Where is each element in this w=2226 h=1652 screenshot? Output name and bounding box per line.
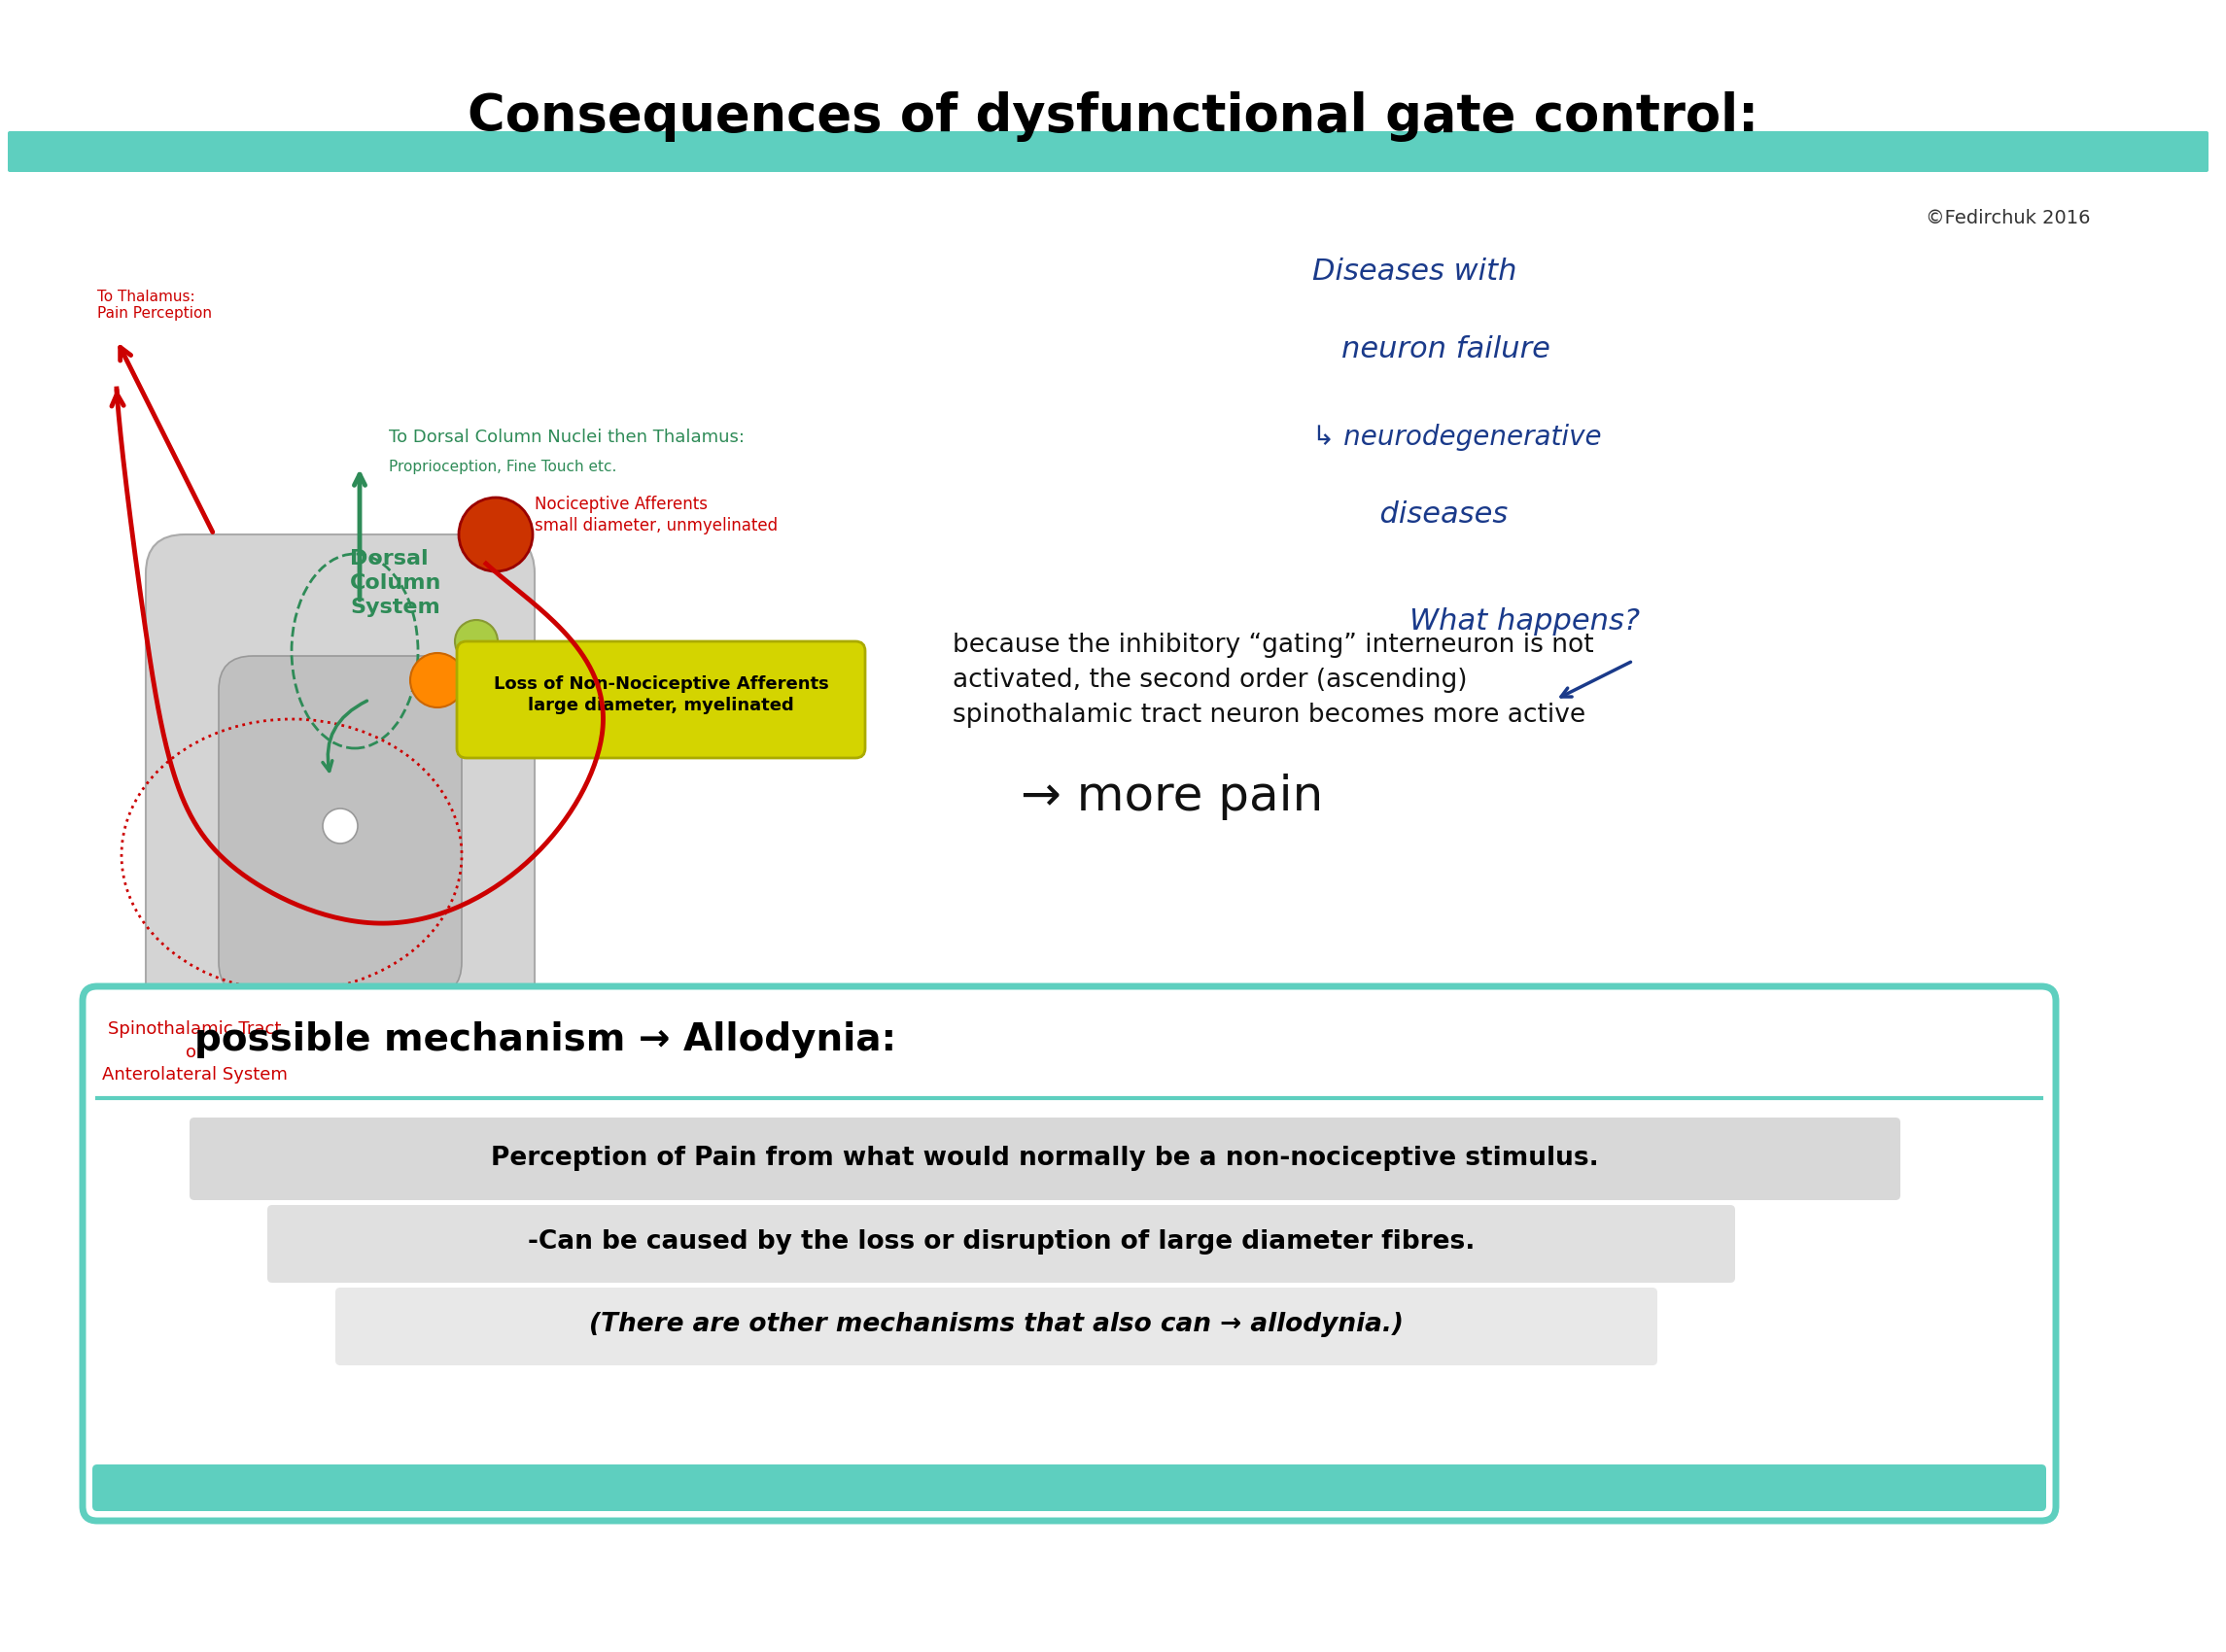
Text: Proprioception, Fine Touch etc.: Proprioception, Fine Touch etc. xyxy=(390,459,617,474)
Circle shape xyxy=(323,808,358,844)
FancyBboxPatch shape xyxy=(456,641,866,758)
FancyBboxPatch shape xyxy=(147,535,534,1117)
Circle shape xyxy=(454,620,499,662)
Text: → more pain: → more pain xyxy=(1022,773,1322,819)
Text: (There are other mechanisms that also can → allodynia.): (There are other mechanisms that also ca… xyxy=(590,1312,1405,1336)
Text: -Can be caused by the loss or disruption of large diameter fibres.: -Can be caused by the loss or disruption… xyxy=(528,1229,1476,1254)
Text: Spinothalamic Tract
or
Anterolateral System: Spinothalamic Tract or Anterolateral Sys… xyxy=(102,1021,287,1084)
Text: Nociceptive Afferents
small diameter, unmyelinated: Nociceptive Afferents small diameter, un… xyxy=(534,496,777,535)
Text: What happens?: What happens? xyxy=(1409,608,1641,636)
FancyBboxPatch shape xyxy=(82,986,2057,1521)
Text: Perception of Pain from what would normally be a non-nociceptive stimulus.: Perception of Pain from what would norma… xyxy=(492,1146,1598,1171)
Text: ©Fedirchuk 2016: ©Fedirchuk 2016 xyxy=(1925,208,2090,228)
Text: diseases: diseases xyxy=(1360,501,1507,529)
Text: Loss of Non-Nociceptive Afferents
large diameter, myelinated: Loss of Non-Nociceptive Afferents large … xyxy=(494,676,828,714)
FancyBboxPatch shape xyxy=(91,1464,2046,1512)
FancyBboxPatch shape xyxy=(7,131,2208,172)
Text: possible mechanism → Allodynia:: possible mechanism → Allodynia: xyxy=(194,1021,897,1059)
FancyBboxPatch shape xyxy=(336,1287,1658,1365)
Circle shape xyxy=(410,653,465,707)
Text: Diseases with: Diseases with xyxy=(1313,258,1516,286)
FancyBboxPatch shape xyxy=(267,1204,1734,1282)
Text: ↳ neurodegenerative: ↳ neurodegenerative xyxy=(1313,423,1600,451)
FancyBboxPatch shape xyxy=(218,656,461,996)
Text: To Thalamus:
Pain Perception: To Thalamus: Pain Perception xyxy=(98,289,211,320)
Text: To Dorsal Column Nuclei then Thalamus:: To Dorsal Column Nuclei then Thalamus: xyxy=(390,428,743,446)
Text: Consequences of dysfunctional gate control:: Consequences of dysfunctional gate contr… xyxy=(467,91,1759,142)
Text: Dorsal
Column
System: Dorsal Column System xyxy=(349,548,441,616)
Text: neuron failure: neuron failure xyxy=(1342,335,1549,363)
Circle shape xyxy=(459,497,532,572)
Text: because the inhibitory “gating” interneuron is not
activated, the second order (: because the inhibitory “gating” interneu… xyxy=(953,633,1594,729)
FancyBboxPatch shape xyxy=(189,1117,1901,1199)
